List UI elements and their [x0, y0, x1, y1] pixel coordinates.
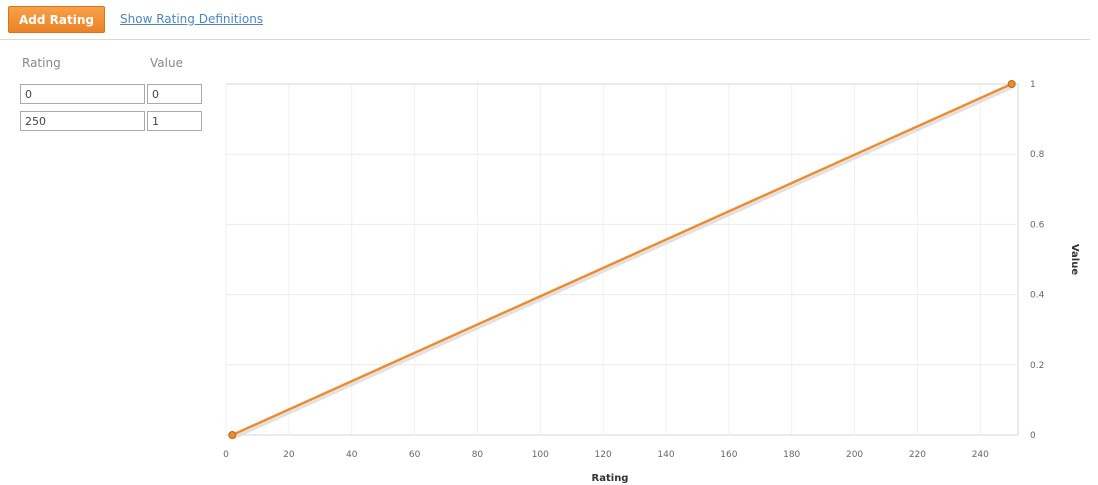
toolbar: Add Rating Show Rating Definitions — [0, 0, 1098, 40]
series-line — [231, 82, 1013, 437]
x-tick-label: 120 — [595, 450, 612, 460]
rating-column-header: Rating — [22, 56, 61, 70]
data-point[interactable] — [1007, 80, 1016, 88]
x-tick-label: 60 — [409, 450, 421, 460]
x-tick-label: 220 — [909, 450, 926, 460]
x-tick-label: 100 — [532, 450, 549, 460]
show-rating-definitions-link[interactable]: Show Rating Definitions — [120, 12, 264, 26]
x-tick-label: 160 — [720, 450, 737, 460]
x-tick-label: 40 — [346, 450, 358, 460]
series-line-shadow — [232, 85, 1014, 440]
x-tick-label: 80 — [472, 450, 484, 460]
x-tick-label: 20 — [283, 450, 295, 460]
value-column-header: Value — [150, 56, 183, 70]
x-tick-label: 200 — [846, 450, 863, 460]
x-axis-title: Rating — [592, 473, 629, 484]
x-tick-label: 240 — [972, 450, 989, 460]
rating-input-0[interactable] — [20, 84, 145, 104]
y-tick-label: 0.6 — [1030, 220, 1045, 230]
x-tick-label: 180 — [783, 450, 800, 460]
add-rating-button[interactable]: Add Rating — [8, 6, 105, 33]
y-tick-label: 0.8 — [1030, 150, 1045, 160]
y-axis-title: Value — [1069, 244, 1080, 275]
x-tick-label: 140 — [657, 450, 674, 460]
y-tick-label: 0.2 — [1030, 361, 1044, 371]
value-input-1[interactable] — [147, 111, 202, 131]
x-tick-label: 0 — [223, 450, 229, 460]
y-tick-label: 0 — [1030, 431, 1036, 441]
rating-input-1[interactable] — [20, 111, 145, 131]
value-input-0[interactable] — [147, 84, 202, 104]
data-point[interactable] — [228, 431, 237, 439]
y-tick-label: 1 — [1030, 80, 1036, 90]
toolbar-divider — [0, 39, 1090, 40]
y-tick-label: 0.4 — [1030, 291, 1045, 301]
